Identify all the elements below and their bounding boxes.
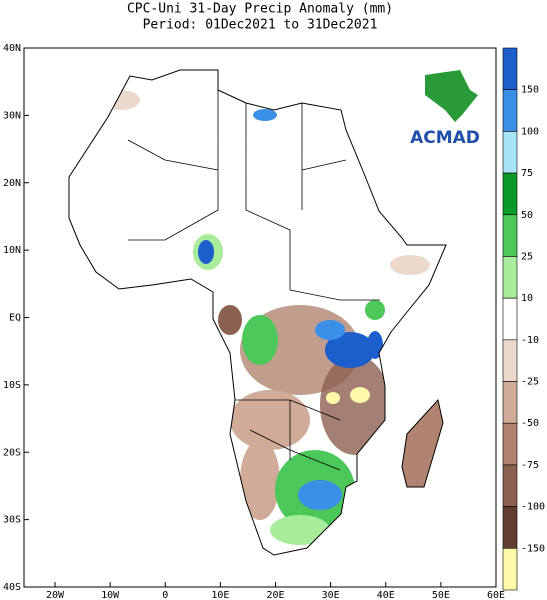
borders xyxy=(127,90,380,471)
colorbar-label: -50 xyxy=(521,418,539,429)
colorbar-box xyxy=(502,422,518,466)
colorbar-label: -25 xyxy=(521,377,539,388)
lon-label: 0 xyxy=(162,590,168,600)
title: CPC-Uni 31-Day Precip Anomaly (mm) xyxy=(127,2,393,17)
subtitle: Period: 01Dec2021 to 31Dec2021 xyxy=(143,18,378,33)
lon-label: 50E xyxy=(432,590,450,600)
lon-label: 40E xyxy=(377,590,395,600)
lat-label: 40S xyxy=(3,582,21,593)
colorbar-box xyxy=(502,131,518,174)
anomaly-field xyxy=(100,90,430,545)
colorbar-label: -10 xyxy=(521,335,539,346)
colorbar-box xyxy=(502,339,518,382)
lon-label: 30E xyxy=(322,590,340,600)
colorbar-box xyxy=(502,214,518,257)
colorbar-box xyxy=(502,256,518,299)
colorbar-label: 75 xyxy=(521,168,533,179)
lat-label: 20S xyxy=(3,447,21,458)
lat-label: 30S xyxy=(3,515,21,526)
lat-label: 20N xyxy=(3,178,21,189)
lat-label: 40N xyxy=(3,43,21,54)
logo-text: ACMAD xyxy=(410,128,480,148)
lon-label: 10E xyxy=(211,590,229,600)
logo: ACMAD xyxy=(410,70,480,148)
colorbar-box xyxy=(502,381,518,424)
colorbar-box xyxy=(502,172,518,216)
colorbar-label: -100 xyxy=(521,502,545,513)
colorbar-label: -150 xyxy=(521,543,545,554)
lon-label: 20W xyxy=(46,590,65,600)
lat-label: 30N xyxy=(3,110,21,121)
colorbar-box xyxy=(502,89,518,132)
colorbar-label: 25 xyxy=(521,251,533,262)
lon-label: 10W xyxy=(101,590,120,600)
colorbar-label: 10 xyxy=(521,293,533,304)
lat-label: 10S xyxy=(3,380,21,391)
lon-label: 20E xyxy=(266,590,284,600)
colorbar-label: 150 xyxy=(521,85,539,96)
colorbar-box xyxy=(502,297,518,341)
colorbar-label: 100 xyxy=(521,126,539,137)
colorbar-box xyxy=(502,506,518,549)
lat-label: 10N xyxy=(3,245,21,256)
colorbar-box xyxy=(502,464,518,507)
madagascar xyxy=(401,398,444,488)
lon-label: 60E xyxy=(487,590,505,600)
colorbar-box xyxy=(502,548,518,591)
lat-label: EQ xyxy=(9,313,21,324)
colorbar-box xyxy=(502,47,518,90)
colorbar-label: -75 xyxy=(521,460,539,471)
colorbar-label: 50 xyxy=(521,210,533,221)
